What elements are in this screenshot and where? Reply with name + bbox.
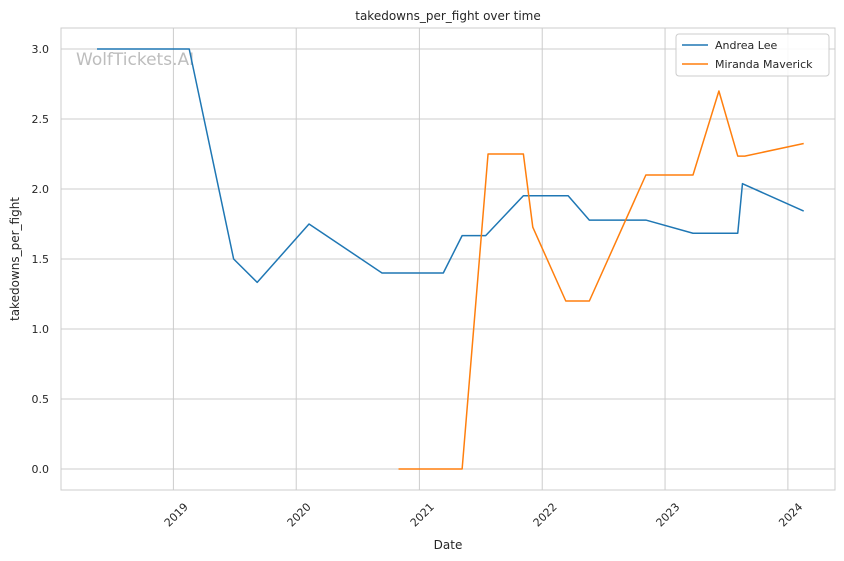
y-gridlines: [61, 48, 835, 470]
y-tick-label: 1.0: [32, 323, 50, 336]
series-layer: [97, 48, 805, 470]
series-line-2: [398, 90, 804, 470]
x-axis-title: Date: [434, 538, 463, 552]
x-tick-label: 2024: [776, 500, 805, 529]
y-tick-label: 2.5: [32, 113, 50, 126]
series-line-1: [97, 48, 805, 284]
y-tick-label: 1.5: [32, 253, 50, 266]
legend: Andrea Lee Miranda Maverick: [675, 33, 830, 77]
legend-box: [675, 33, 830, 77]
x-tick-label: 2023: [654, 500, 683, 529]
x-tick-labels: 2019 2020 2021 2022 2023 2024: [162, 500, 805, 529]
legend-label: Miranda Maverick: [715, 58, 813, 71]
x-tick-label: 2019: [162, 500, 191, 529]
y-tick-label: 0.0: [32, 463, 50, 476]
y-axis-title: takedowns_per_fight: [8, 197, 22, 321]
plot-frame: [60, 27, 836, 491]
y-tick-labels: 0.0 0.5 1.0 1.5 2.0 2.5 3.0: [32, 43, 50, 476]
x-tick-label: 2021: [408, 500, 437, 529]
y-tick-label: 2.0: [32, 183, 50, 196]
watermark-text: WolfTickets.AI: [76, 50, 194, 70]
x-tick-label: 2020: [285, 500, 314, 529]
chart-title: takedowns_per_fight over time: [355, 9, 541, 23]
y-tick-label: 0.5: [32, 393, 50, 406]
legend-label: Andrea Lee: [715, 39, 777, 52]
x-tick-label: 2022: [531, 500, 560, 529]
y-tick-label: 3.0: [32, 43, 50, 56]
